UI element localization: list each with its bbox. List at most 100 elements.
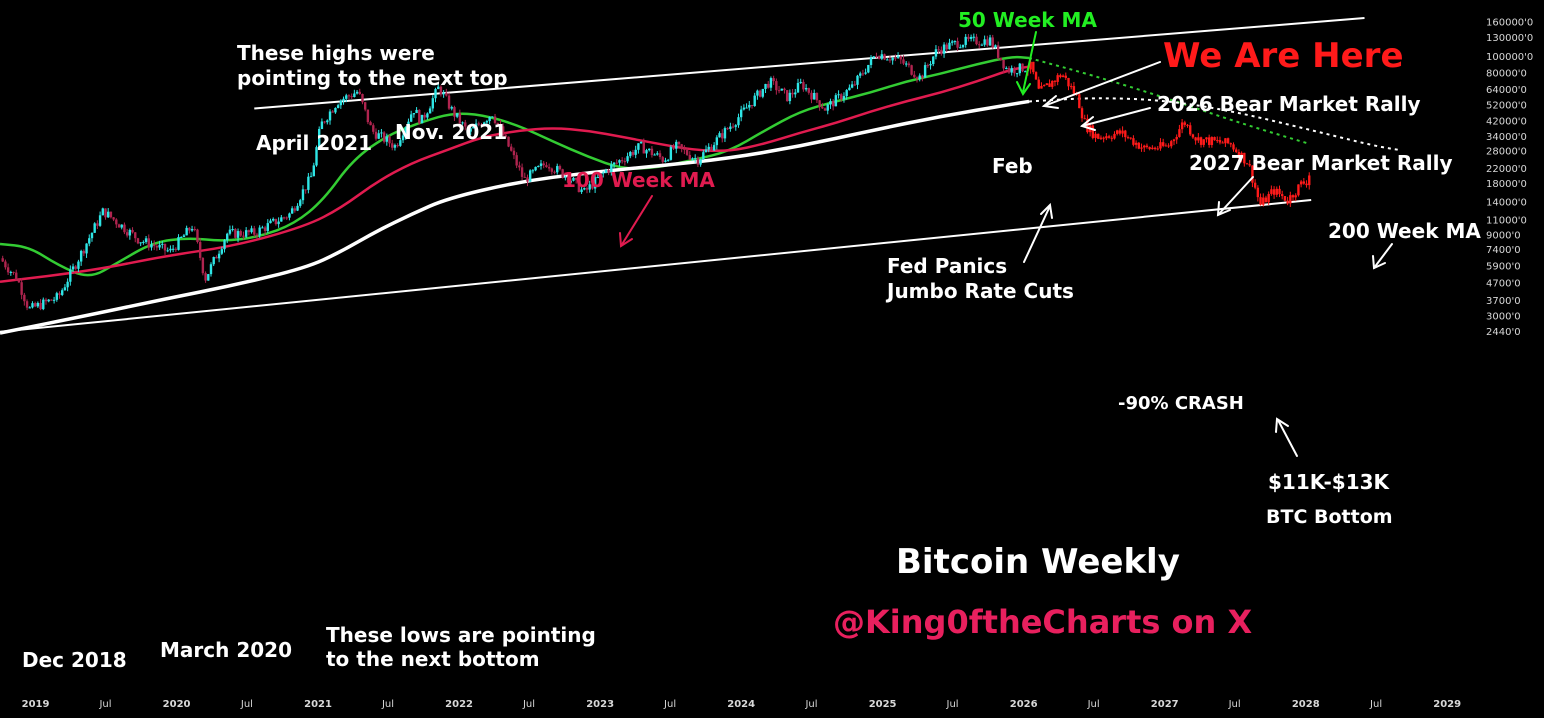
candle — [1305, 180, 1308, 188]
candle — [282, 216, 286, 220]
candle-body — [1305, 183, 1308, 186]
candle — [174, 247, 178, 252]
candle — [464, 119, 467, 131]
candle — [742, 104, 746, 111]
candle — [1240, 151, 1243, 163]
candle-body — [1140, 147, 1143, 149]
candle-body — [1072, 86, 1076, 94]
candle — [1091, 123, 1095, 140]
candle-body — [783, 88, 786, 91]
candle — [804, 84, 808, 92]
candle — [369, 120, 372, 126]
candle-body — [810, 92, 813, 100]
200-week-ma-projection-line — [1029, 97, 1401, 152]
candle — [9, 270, 13, 276]
candle — [547, 163, 551, 172]
candle-body — [317, 129, 321, 148]
candle — [261, 225, 264, 229]
candle — [1010, 65, 1013, 76]
candle — [929, 60, 932, 70]
candle-body — [840, 94, 843, 100]
x-tick-label: Jul — [1369, 699, 1382, 710]
candle — [978, 41, 981, 49]
candle-body — [691, 158, 694, 160]
candle — [1069, 83, 1073, 90]
candle — [721, 129, 724, 143]
candle-body — [1264, 197, 1268, 203]
candle — [152, 240, 156, 251]
candle — [680, 143, 683, 153]
candle-body — [426, 113, 429, 118]
candle — [396, 143, 399, 148]
candle-body — [253, 228, 256, 235]
candle — [526, 174, 529, 187]
candle-body — [1175, 136, 1178, 140]
candle-body — [669, 147, 673, 160]
candle-body — [796, 82, 800, 93]
candle-body — [1134, 142, 1138, 145]
candle-body — [564, 176, 567, 178]
candle — [350, 93, 353, 99]
candle — [607, 168, 610, 176]
candle — [272, 217, 275, 222]
candle-body — [4, 261, 7, 268]
candle-body — [442, 92, 445, 95]
candle-body — [904, 63, 908, 65]
candle-body — [401, 135, 405, 141]
candle — [63, 284, 67, 291]
candle — [696, 156, 700, 168]
candle — [877, 55, 881, 60]
candle-body — [315, 147, 318, 166]
candle-body — [161, 243, 164, 245]
candle — [961, 44, 965, 49]
x-tick-label: 2027 — [1151, 699, 1179, 710]
x-tick-label: 2022 — [445, 699, 473, 710]
x-axis: 2019 Jul 2020 Jul 2021 Jul 2022 Jul 2023 Jul 2024 J… — [22, 699, 1462, 710]
candle-body — [163, 243, 167, 251]
candle — [996, 41, 1000, 60]
candle — [93, 222, 96, 233]
y-tick-label: 18000'0 — [1486, 179, 1527, 190]
candle — [542, 161, 545, 169]
candle — [685, 147, 689, 156]
candle-body — [1132, 138, 1135, 145]
candle — [953, 40, 957, 45]
candle-body — [1080, 108, 1084, 119]
candle-body — [1189, 125, 1192, 135]
candle — [328, 109, 332, 125]
candle — [499, 119, 502, 129]
candle-body — [1143, 145, 1146, 148]
candle — [353, 89, 356, 98]
candle — [312, 162, 315, 177]
candle — [1143, 144, 1146, 152]
candle — [285, 216, 288, 221]
candle-body — [220, 249, 224, 254]
candle — [358, 88, 361, 95]
candle — [382, 131, 386, 144]
candle-body — [956, 41, 959, 48]
candle — [158, 240, 161, 250]
candle — [1156, 146, 1159, 151]
candle — [702, 149, 705, 161]
candle — [1167, 143, 1170, 148]
x-tick-label: Jul — [98, 699, 111, 710]
x-tick-label: 2020 — [163, 699, 191, 710]
candle — [139, 242, 142, 247]
candle-body — [918, 75, 921, 80]
candle-body — [226, 233, 229, 241]
candle-body — [464, 122, 467, 127]
candle-body — [258, 227, 261, 236]
candle — [42, 297, 45, 311]
candle — [856, 74, 859, 90]
candle — [723, 126, 727, 142]
candle — [861, 69, 865, 76]
candle-body — [1156, 148, 1159, 150]
candle — [1178, 124, 1181, 138]
candle-body — [1191, 134, 1195, 138]
candle-body — [1021, 63, 1024, 72]
candle — [923, 62, 927, 78]
fed-panics-arrow — [1023, 202, 1053, 263]
candle — [748, 100, 751, 111]
rally-2026-label: 2026 Bear Market Rally — [1157, 92, 1421, 116]
candle — [161, 241, 164, 249]
